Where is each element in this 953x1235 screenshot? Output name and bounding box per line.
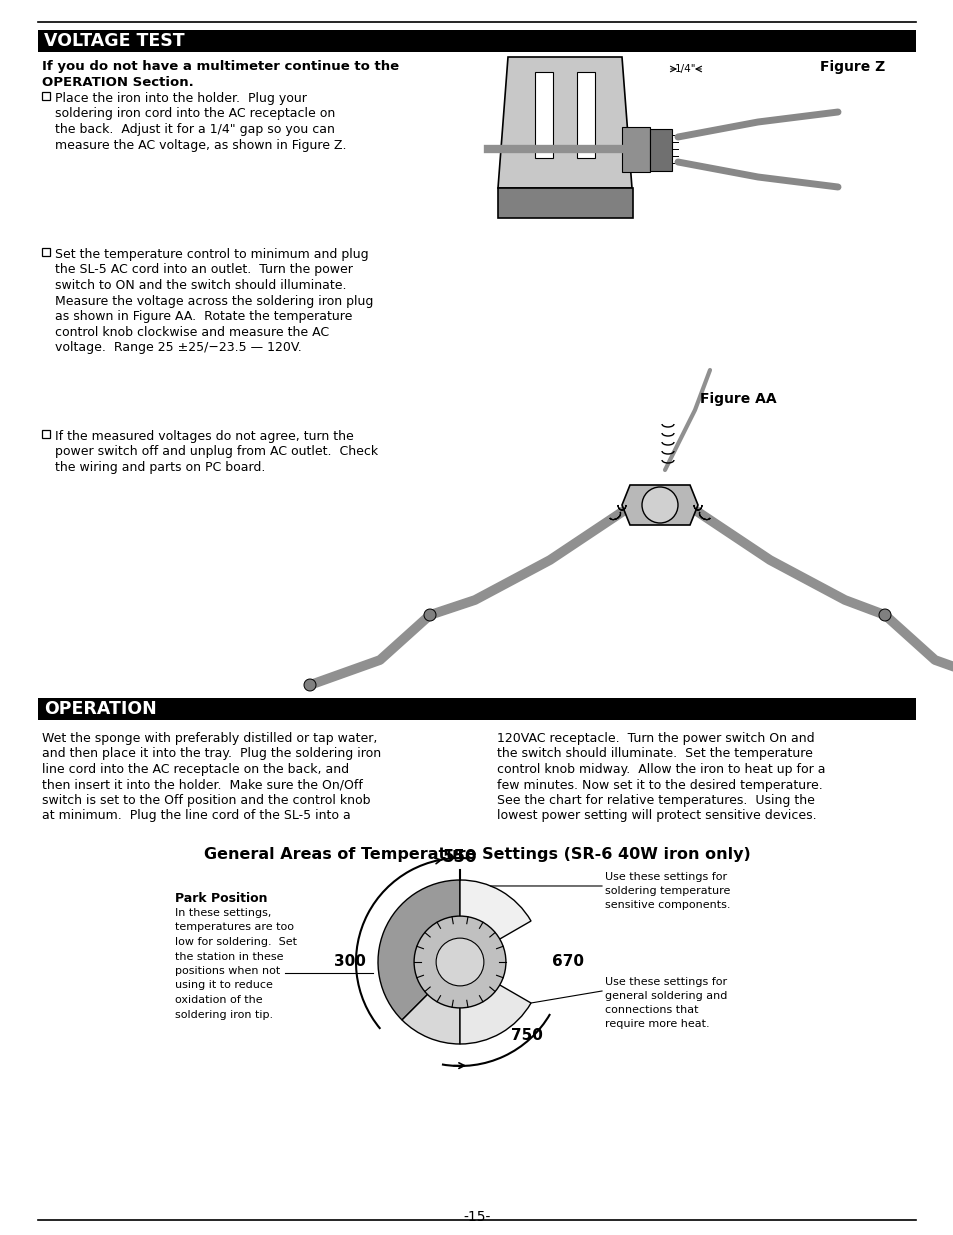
Text: the back.  Adjust it for a 1/4" gap so you can: the back. Adjust it for a 1/4" gap so yo… — [55, 124, 335, 136]
Text: and then place it into the tray.  Plug the soldering iron: and then place it into the tray. Plug th… — [42, 747, 381, 761]
Text: soldering iron tip.: soldering iron tip. — [174, 1009, 273, 1020]
Bar — [577, 72, 595, 158]
Text: sensitive components.: sensitive components. — [604, 900, 730, 910]
Wedge shape — [459, 881, 531, 962]
Text: at minimum.  Plug the line cord of the SL-5 into a: at minimum. Plug the line cord of the SL… — [42, 809, 351, 823]
Text: line cord into the AC receptacle on the back, and: line cord into the AC receptacle on the … — [42, 763, 349, 776]
Text: soldering iron cord into the AC receptacle on: soldering iron cord into the AC receptac… — [55, 107, 335, 121]
Circle shape — [436, 939, 483, 986]
Bar — [621, 127, 649, 172]
Text: oxidation of the: oxidation of the — [174, 995, 262, 1005]
Text: positions when not: positions when not — [174, 966, 280, 976]
Text: control knob clockwise and measure the AC: control knob clockwise and measure the A… — [55, 326, 329, 338]
Text: switch to ON and the switch should illuminate.: switch to ON and the switch should illum… — [55, 279, 346, 291]
Text: temperatures are too: temperatures are too — [174, 923, 294, 932]
Text: Measure the voltage across the soldering iron plug: Measure the voltage across the soldering… — [55, 294, 373, 308]
Text: Figure Z: Figure Z — [820, 61, 884, 74]
Text: 750: 750 — [510, 1029, 542, 1044]
Wedge shape — [377, 881, 459, 1020]
Bar — [42, 248, 50, 256]
Circle shape — [878, 609, 890, 621]
Text: Use these settings for: Use these settings for — [604, 977, 726, 987]
Text: OPERATION Section.: OPERATION Section. — [42, 77, 193, 89]
Polygon shape — [621, 485, 698, 525]
Text: power switch off and unplug from AC outlet.  Check: power switch off and unplug from AC outl… — [55, 446, 377, 458]
Text: then insert it into the holder.  Make sure the On/Off: then insert it into the holder. Make sur… — [42, 778, 362, 792]
Text: using it to reduce: using it to reduce — [174, 981, 273, 990]
Text: Park Position: Park Position — [174, 892, 267, 905]
Bar — [497, 188, 633, 219]
Text: 120VAC receptacle.  Turn the power switch On and: 120VAC receptacle. Turn the power switch… — [497, 732, 814, 745]
Text: connections that: connections that — [604, 1005, 698, 1015]
Bar — [38, 30, 915, 52]
Text: Use these settings for: Use these settings for — [604, 872, 726, 882]
Bar — [535, 72, 553, 158]
Text: few minutes. Now set it to the desired temperature.: few minutes. Now set it to the desired t… — [497, 778, 821, 792]
Text: General Areas of Temperature Settings (SR-6 40W iron only): General Areas of Temperature Settings (S… — [203, 847, 750, 862]
Text: the station in these: the station in these — [174, 951, 283, 962]
Text: See the chart for relative temperatures.  Using the: See the chart for relative temperatures.… — [497, 794, 814, 806]
Circle shape — [641, 487, 678, 522]
Text: low for soldering.  Set: low for soldering. Set — [174, 937, 296, 947]
Text: Place the iron into the holder.  Plug your: Place the iron into the holder. Plug you… — [55, 91, 307, 105]
Text: If you do not have a multimeter continue to the: If you do not have a multimeter continue… — [42, 61, 398, 73]
Text: In these settings,: In these settings, — [174, 908, 271, 918]
Polygon shape — [497, 57, 631, 188]
Text: general soldering and: general soldering and — [604, 990, 726, 1002]
Text: Set the temperature control to minimum and plug: Set the temperature control to minimum a… — [55, 248, 368, 261]
Text: soldering temperature: soldering temperature — [604, 885, 730, 897]
Wedge shape — [401, 962, 459, 1044]
Circle shape — [423, 609, 436, 621]
Bar — [42, 91, 50, 100]
Text: the switch should illuminate.  Set the temperature: the switch should illuminate. Set the te… — [497, 747, 812, 761]
Text: 1/4": 1/4" — [675, 64, 696, 74]
Text: 300: 300 — [334, 955, 366, 969]
Text: Wet the sponge with preferably distilled or tap water,: Wet the sponge with preferably distilled… — [42, 732, 377, 745]
Text: voltage.  Range 25 ±25/−23.5 — 120V.: voltage. Range 25 ±25/−23.5 — 120V. — [55, 341, 301, 354]
Bar — [38, 698, 915, 720]
Text: as shown in Figure AA.  Rotate the temperature: as shown in Figure AA. Rotate the temper… — [55, 310, 352, 324]
Circle shape — [304, 679, 315, 692]
Text: lowest power setting will protect sensitive devices.: lowest power setting will protect sensit… — [497, 809, 816, 823]
Wedge shape — [459, 962, 531, 1044]
Text: the SL-5 AC cord into an outlet.  Turn the power: the SL-5 AC cord into an outlet. Turn th… — [55, 263, 353, 277]
Bar — [42, 430, 50, 438]
Text: control knob midway.  Allow the iron to heat up for a: control knob midway. Allow the iron to h… — [497, 763, 824, 776]
Text: Figure AA: Figure AA — [700, 391, 776, 406]
Text: OPERATION: OPERATION — [44, 700, 156, 718]
Bar — [649, 128, 671, 170]
Text: 670: 670 — [552, 955, 583, 969]
Text: switch is set to the Off position and the control knob: switch is set to the Off position and th… — [42, 794, 370, 806]
Text: require more heat.: require more heat. — [604, 1019, 709, 1029]
Text: -15-: -15- — [463, 1210, 490, 1224]
Text: If the measured voltages do not agree, turn the: If the measured voltages do not agree, t… — [55, 430, 354, 443]
Text: measure the AC voltage, as shown in Figure Z.: measure the AC voltage, as shown in Figu… — [55, 138, 346, 152]
Circle shape — [414, 916, 505, 1008]
Text: the wiring and parts on PC board.: the wiring and parts on PC board. — [55, 461, 265, 474]
Text: VOLTAGE TEST: VOLTAGE TEST — [44, 32, 185, 49]
Text: 550: 550 — [442, 848, 476, 866]
